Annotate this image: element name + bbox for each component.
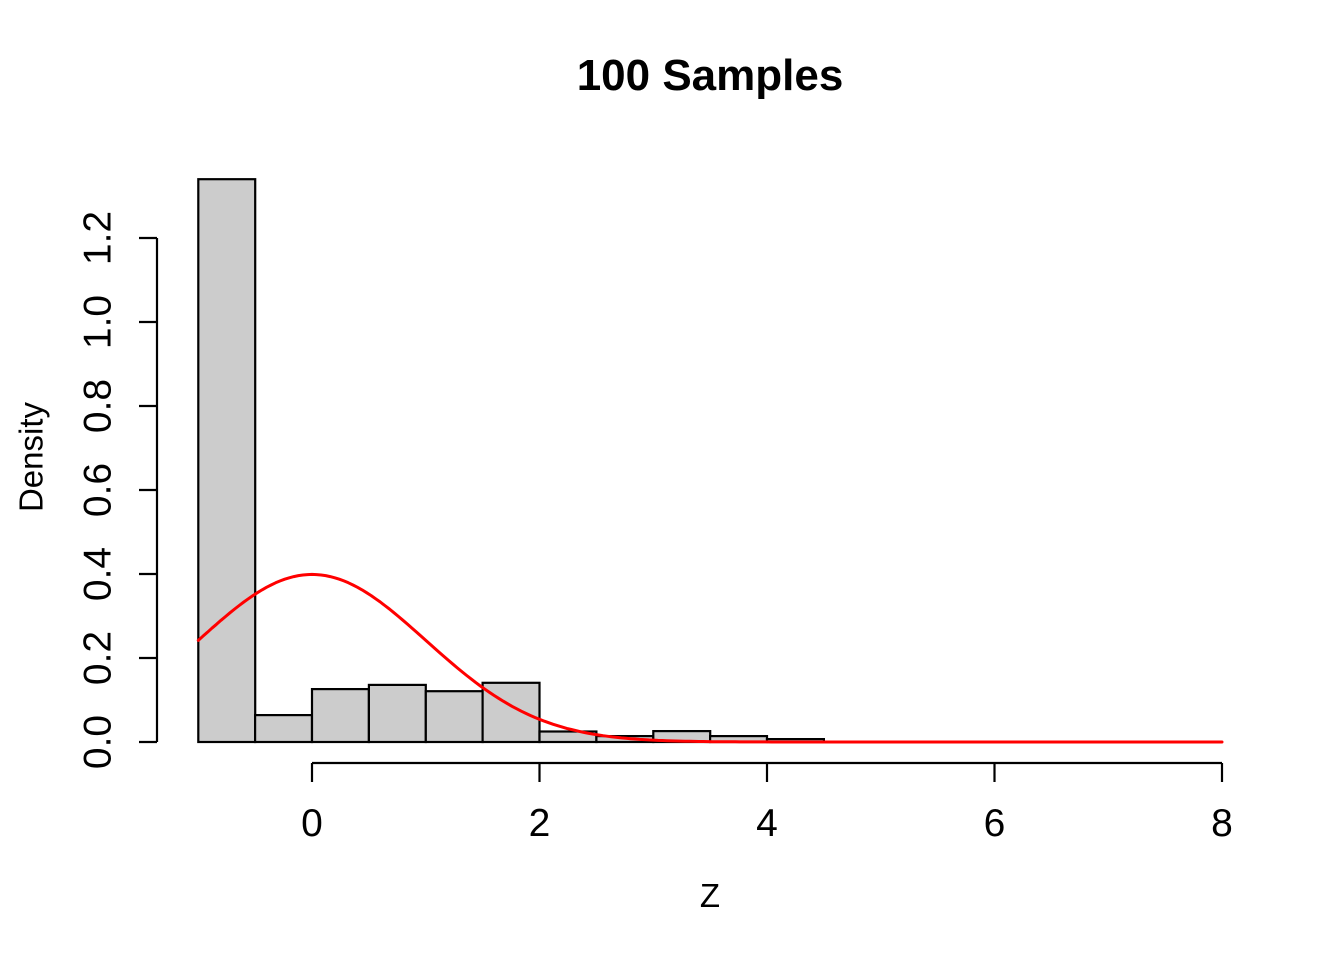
- y-tick-label: 0.6: [77, 463, 120, 517]
- y-tick-label: 0.2: [77, 631, 120, 685]
- x-tick-label: 0: [301, 802, 323, 845]
- y-tick-label: 0.0: [77, 715, 120, 769]
- x-tick-label: 6: [984, 802, 1006, 845]
- histogram-bar: [424, 690, 484, 744]
- histogram-bar: [197, 178, 257, 744]
- x-tick-label: 8: [1211, 802, 1233, 845]
- y-tick-label: 1.0: [77, 295, 120, 349]
- y-tick-label: 0.4: [77, 547, 120, 601]
- x-axis-label: Z: [699, 877, 721, 914]
- y-axis-label: Density: [12, 401, 50, 513]
- x-tick-label: 2: [529, 802, 551, 845]
- y-tick-label: 0.8: [77, 379, 120, 433]
- histogram-bar: [367, 683, 427, 744]
- histogram-bar: [481, 681, 541, 744]
- density-curve: [196, 572, 1224, 744]
- histogram-bar: [310, 687, 371, 744]
- histogram-bar: [254, 713, 314, 744]
- x-tick-label: 4: [756, 802, 778, 845]
- chart-title: 100 Samples: [576, 51, 844, 100]
- y-tick-label: 1.2: [77, 211, 120, 265]
